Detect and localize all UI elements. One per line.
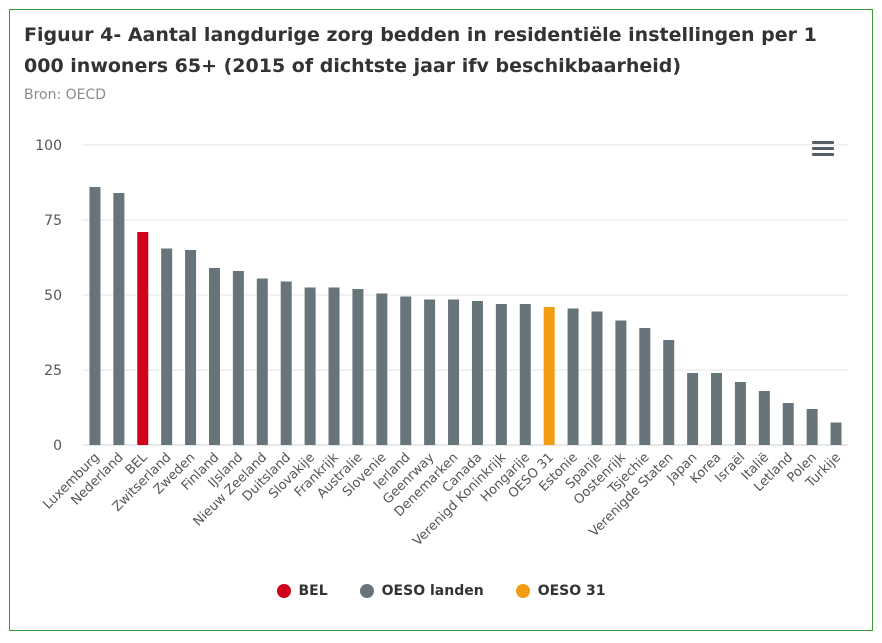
bar-frankrijk[interactable]: [328, 287, 340, 446]
legend-dot-oeso-landen: [359, 584, 374, 598]
legend-label-bel: BEL: [298, 583, 328, 599]
bar-australie[interactable]: [352, 289, 364, 445]
bar-bel[interactable]: [137, 232, 149, 445]
bar-itali-[interactable]: [758, 391, 770, 445]
bar-geenrway[interactable]: [424, 299, 436, 446]
bar-denemarken[interactable]: [448, 299, 460, 446]
bar-nieuw-zeeland[interactable]: [256, 278, 268, 446]
y-tick-label: 25: [44, 363, 62, 379]
chart-source: Bron: OECD: [24, 87, 107, 103]
bar-slovakije[interactable]: [304, 287, 316, 446]
hamburger-menu-icon[interactable]: [812, 141, 834, 157]
bar-zwitserland[interactable]: [161, 248, 173, 446]
legend-dot-oeso-31: [515, 584, 530, 598]
bar-duitsland[interactable]: [280, 281, 292, 446]
bar-ijsland[interactable]: [232, 271, 244, 445]
bar-nederland[interactable]: [113, 193, 125, 445]
bar-luxemburg[interactable]: [89, 187, 101, 445]
legend-label-oeso-31: OESO 31: [537, 583, 606, 599]
bar-polen[interactable]: [806, 409, 818, 445]
y-tick-label: 75: [44, 213, 62, 229]
y-tick-label: 100: [35, 138, 62, 154]
bar-isra-l[interactable]: [734, 382, 746, 445]
bar-canada[interactable]: [471, 301, 483, 445]
legend-item-oeso-landen[interactable]: OESO landen: [359, 583, 484, 599]
bar-japan[interactable]: [687, 373, 699, 445]
legend-item-bel[interactable]: BEL: [276, 583, 328, 599]
chart-frame: Figuur 4- Aantal langdurige zorg bedden …: [9, 9, 873, 631]
bar-spanje[interactable]: [591, 311, 603, 446]
y-tick-label: 0: [53, 438, 62, 454]
bar-finland[interactable]: [208, 268, 220, 445]
bar-verenigde-staten[interactable]: [663, 340, 675, 445]
bar-slovenie[interactable]: [376, 293, 388, 446]
legend: BEL OESO landen OESO 31: [9, 583, 873, 599]
bar-ierland[interactable]: [400, 296, 412, 446]
bar-hongarije[interactable]: [519, 304, 531, 445]
bar-korea[interactable]: [711, 373, 723, 445]
legend-label-oeso-landen: OESO landen: [381, 583, 484, 599]
chart-title: Figuur 4- Aantal langdurige zorg bedden …: [24, 24, 817, 77]
bar-oeso-31[interactable]: [543, 307, 555, 445]
bar-letland[interactable]: [782, 403, 794, 445]
legend-item-oeso-31[interactable]: OESO 31: [515, 583, 606, 599]
bar-oostenrijk[interactable]: [615, 320, 627, 446]
y-tick-label: 50: [44, 288, 62, 304]
bar-estonie[interactable]: [567, 308, 579, 446]
bar-verenigd-koninkrijk[interactable]: [495, 304, 507, 445]
legend-dot-bel: [276, 584, 291, 598]
bar-tsjechie[interactable]: [639, 328, 651, 445]
bar-turkije[interactable]: [830, 422, 842, 446]
bar-zweden[interactable]: [185, 250, 197, 445]
